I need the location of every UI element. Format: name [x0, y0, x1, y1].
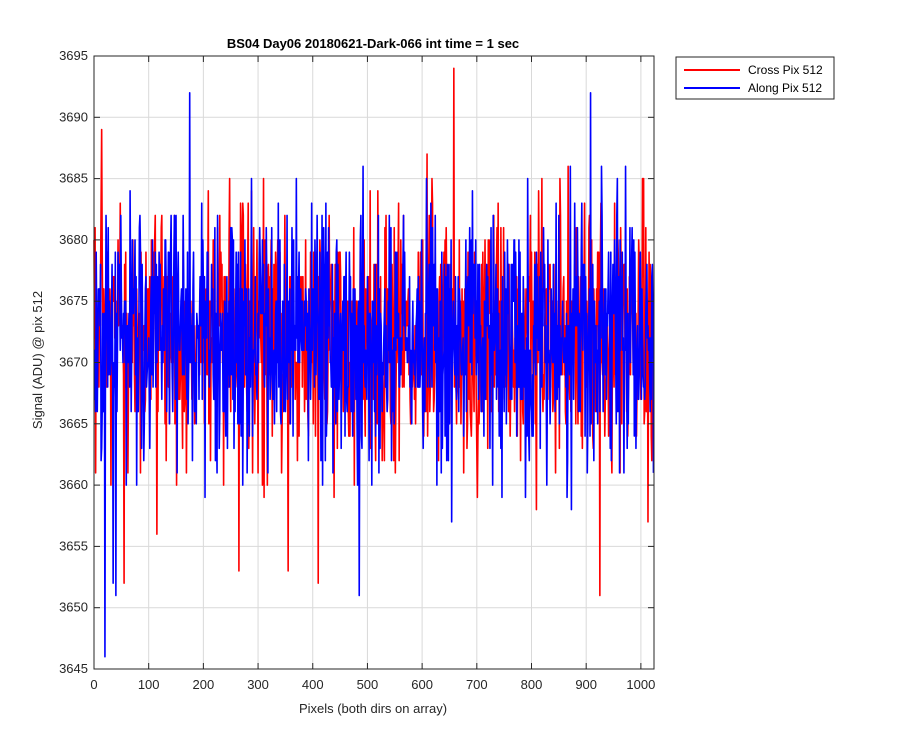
y-tick-label: 3690 — [59, 109, 88, 124]
x-tick-label: 700 — [466, 677, 488, 692]
x-tick-label: 0 — [90, 677, 97, 692]
x-tick-label: 900 — [575, 677, 597, 692]
y-tick-label: 3680 — [59, 232, 88, 247]
x-tick-label: 800 — [521, 677, 543, 692]
chart-title: BS04 Day06 20180621-Dark-066 int time = … — [227, 36, 519, 51]
legend-box — [675, 56, 835, 100]
x-axis-label: Pixels (both dirs on array) — [299, 701, 447, 716]
legend-label-cross: Cross Pix 512 — [748, 63, 823, 77]
y-tick-label: 3650 — [59, 600, 88, 615]
legend-label-along: Along Pix 512 — [748, 81, 822, 95]
x-tick-label: 400 — [302, 677, 324, 692]
series-lines — [93, 67, 655, 658]
y-tick-label: 3675 — [59, 293, 88, 308]
legend: Cross Pix 512 Along Pix 512 — [675, 56, 835, 100]
y-tick-label: 3660 — [59, 477, 88, 492]
x-tick-label: 200 — [193, 677, 215, 692]
y-axis-label: Signal (ADU) @ pix 512 — [30, 291, 45, 429]
x-tick-label: 600 — [411, 677, 433, 692]
x-tick-label: 500 — [357, 677, 379, 692]
y-tick-label: 3665 — [59, 416, 88, 431]
x-tick-label: 100 — [138, 677, 160, 692]
x-tick-label: 300 — [247, 677, 269, 692]
x-tick-label: 1000 — [626, 677, 655, 692]
y-tick-label: 3670 — [59, 355, 88, 370]
y-tick-label: 3655 — [59, 538, 88, 553]
ticks: 0 100 200 300 400 500 600 700 800 900 1000 3645 3650… — [59, 48, 655, 692]
y-tick-label: 3685 — [59, 171, 88, 186]
y-tick-label: 3695 — [59, 48, 88, 63]
series-line-along — [93, 91, 655, 658]
y-tick-label: 3645 — [59, 661, 88, 676]
